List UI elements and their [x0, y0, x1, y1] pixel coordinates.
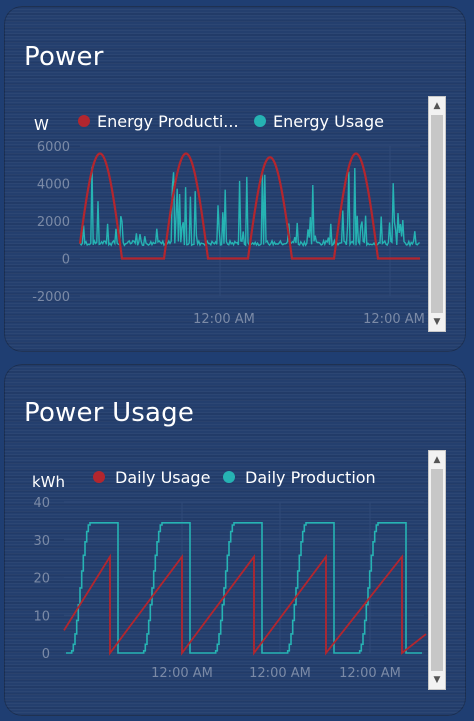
scroll-down-arrow-icon[interactable]: ▼: [433, 675, 441, 685]
legend-marker-usage: [254, 115, 266, 127]
y-tick-label: 4000: [37, 178, 70, 193]
scroll-up-arrow-icon[interactable]: ▲: [433, 101, 441, 111]
legend-daily-usage[interactable]: Daily Usage: [115, 468, 210, 487]
y-tick-label: -2000: [32, 290, 70, 305]
scroll-up-arrow-icon[interactable]: ▲: [433, 455, 441, 465]
series-line-daily-usage: [63, 553, 427, 656]
power-scroll-thumb[interactable]: [431, 115, 443, 313]
legend-daily-production[interactable]: Daily Production: [245, 468, 376, 487]
y-tick-label: 40: [33, 496, 50, 511]
power-card-title: Power: [24, 42, 104, 72]
legend-energy-production[interactable]: Energy Producti...: [97, 112, 239, 131]
power-unit-label: W: [34, 116, 49, 134]
legend-marker-daily-usage: [93, 471, 105, 483]
y-tick-label: 6000: [37, 140, 70, 155]
power-usage-card: Power Usage kWh Daily Usage Daily Produc…: [4, 364, 466, 716]
legend-marker-production: [78, 115, 90, 127]
x-tick-label: 12:00 AM: [249, 666, 311, 681]
usage-scrollbar[interactable]: ▲ ▼: [428, 450, 446, 690]
x-tick-label: 12:00 AM: [193, 312, 255, 327]
y-tick-label: 30: [33, 534, 50, 549]
power-card: Power W Energy Producti... Energy Usage …: [4, 6, 466, 352]
y-tick-label: 10: [33, 609, 50, 624]
power-scrollbar[interactable]: ▲ ▼: [428, 96, 446, 332]
x-tick-label: 12:00 AM: [339, 666, 401, 681]
scroll-down-arrow-icon[interactable]: ▼: [433, 317, 441, 327]
series-line-energy-usage: [79, 166, 421, 248]
y-tick-label: 2000: [37, 215, 70, 230]
series-line-daily-production: [66, 522, 422, 654]
y-tick-label: 0: [42, 647, 50, 662]
usage-unit-label: kWh: [32, 473, 65, 491]
usage-scroll-thumb[interactable]: [431, 469, 443, 671]
power-chart: W Energy Producti... Energy Usage 6000 40…: [32, 112, 425, 327]
power-usage-card-title: Power Usage: [24, 398, 195, 428]
legend-energy-usage[interactable]: Energy Usage: [273, 112, 384, 131]
y-tick-label: 0: [62, 253, 70, 268]
legend-marker-daily-production: [223, 471, 235, 483]
x-tick-label: 12:00 AM: [363, 312, 425, 327]
usage-chart: kWh Daily Usage Daily Production 40 30 20 1…: [32, 468, 427, 681]
x-tick-label: 12:00 AM: [151, 666, 213, 681]
series-line-energy-production: [78, 152, 420, 260]
y-tick-label: 20: [33, 572, 50, 587]
